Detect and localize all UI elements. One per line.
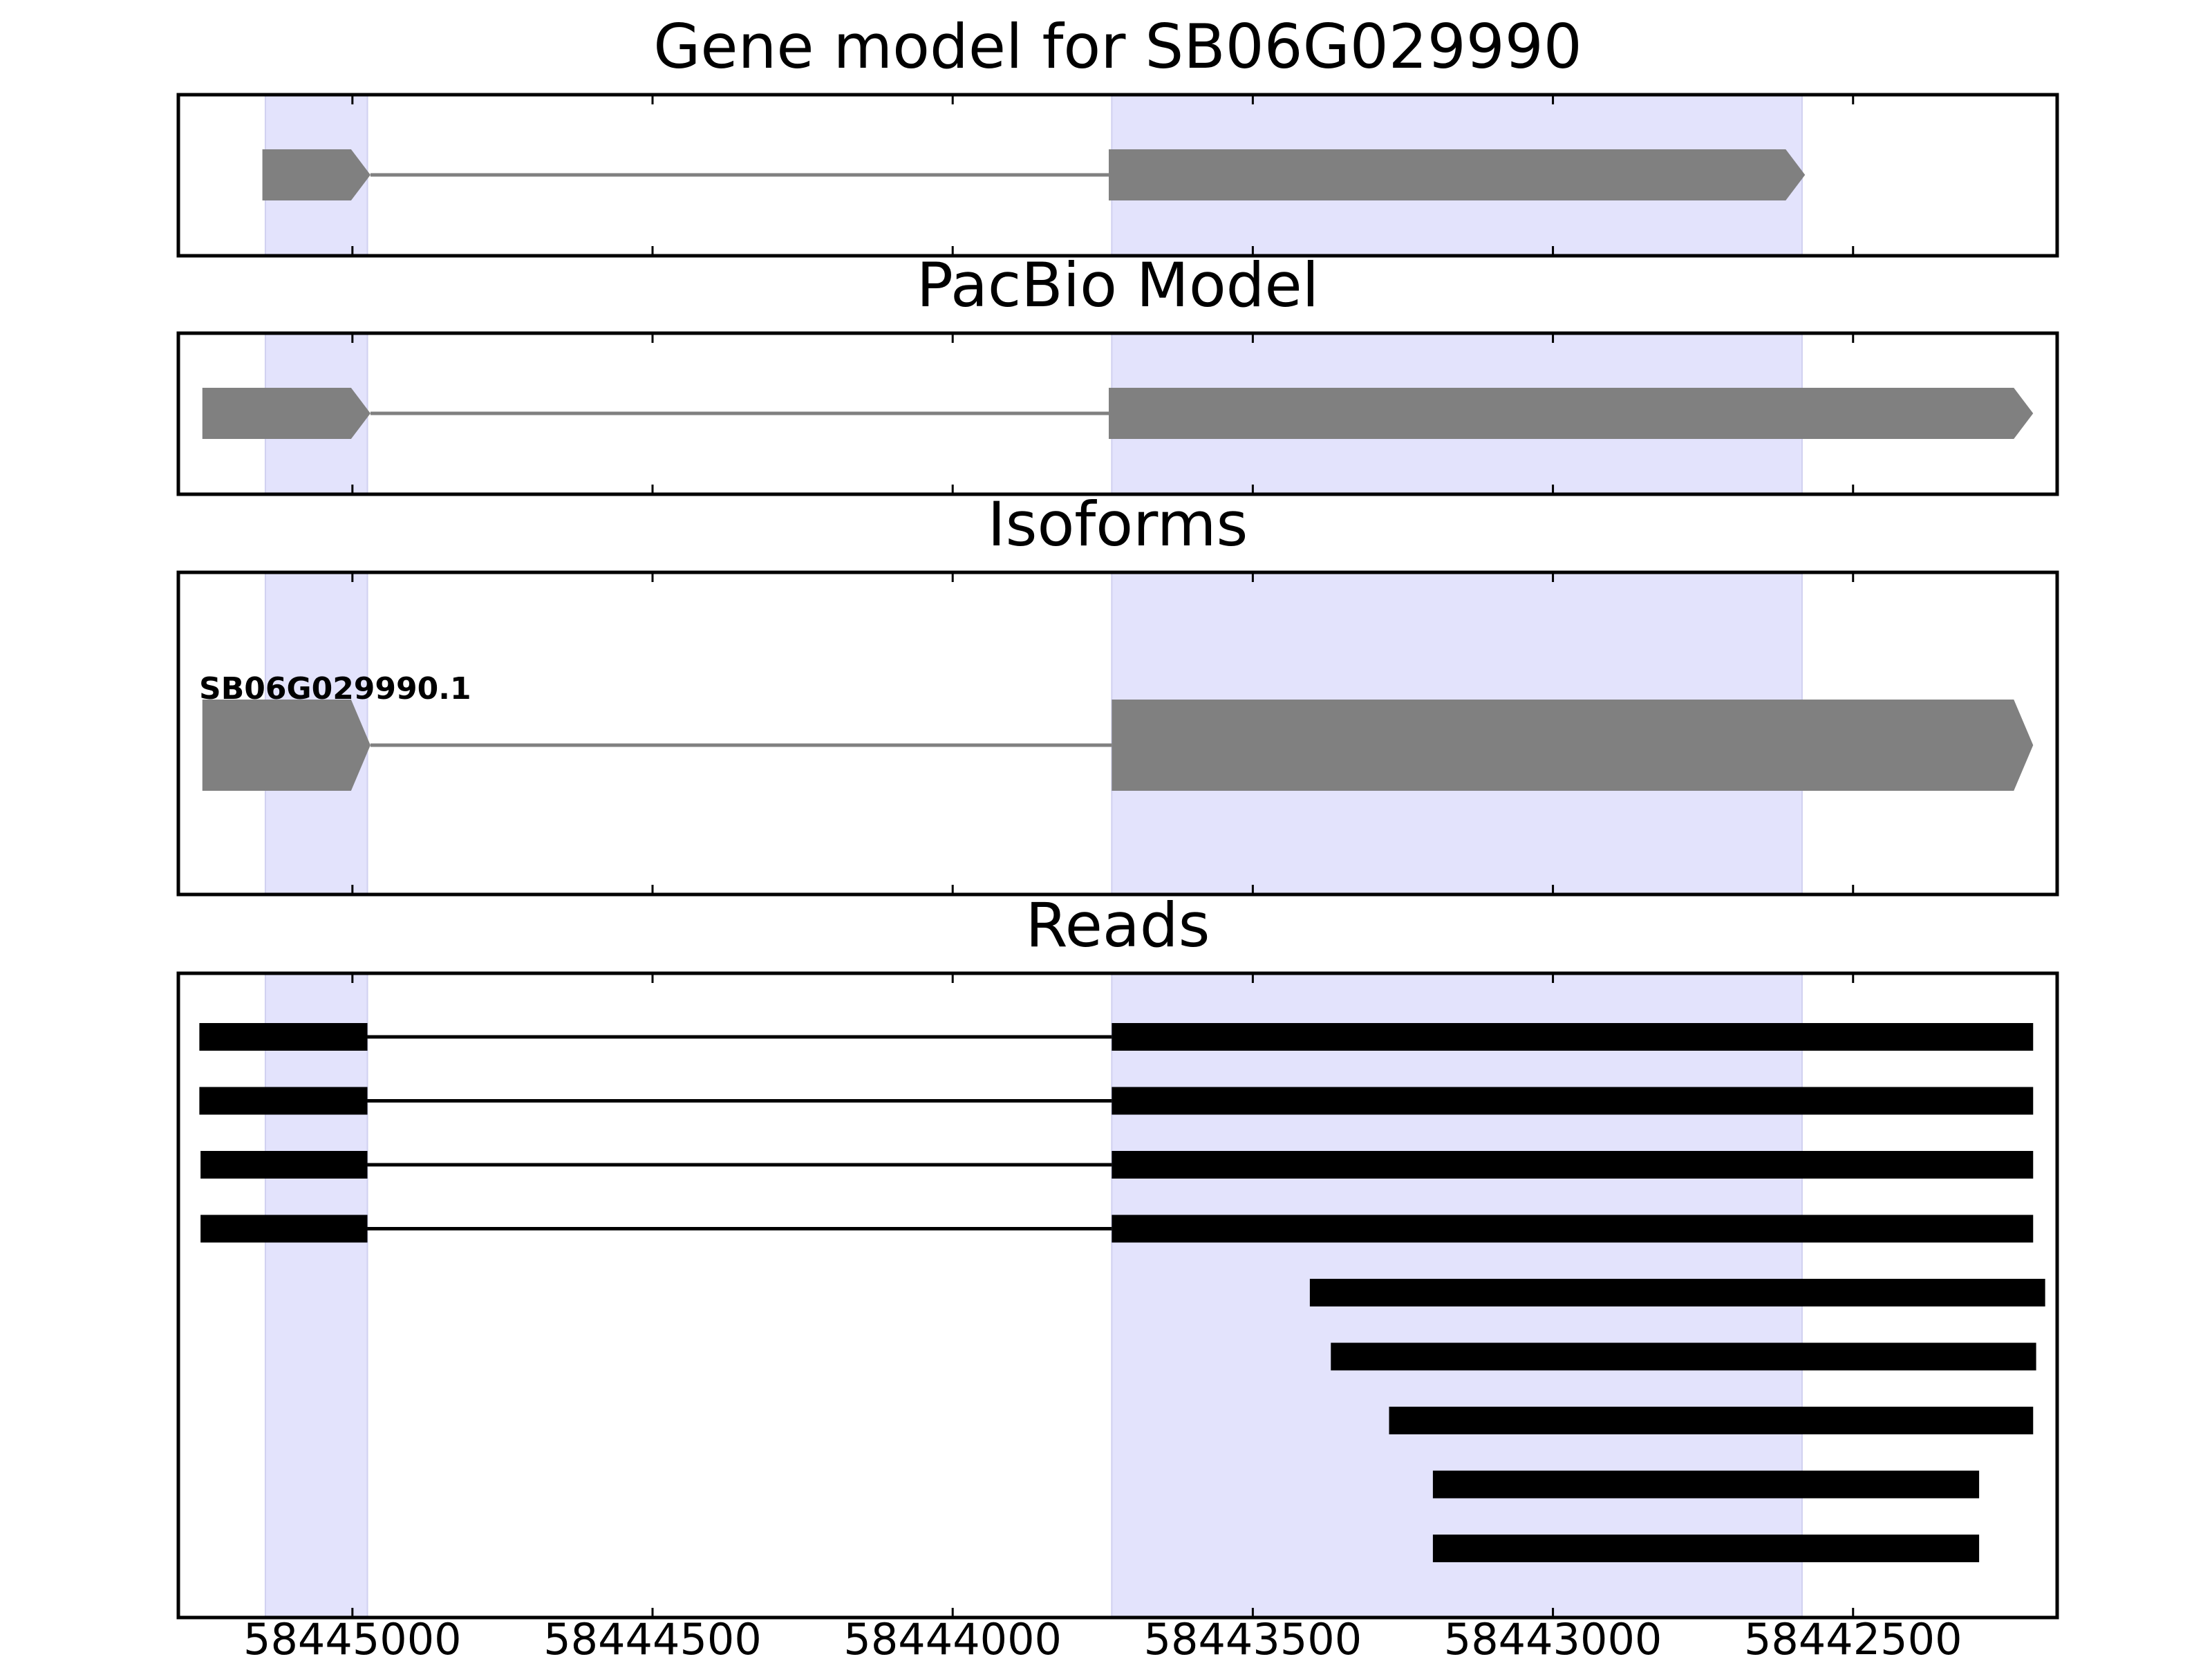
- read-block-1: [1389, 1407, 2034, 1434]
- exon-block-2: [1108, 149, 1806, 200]
- read-block-1: [199, 1023, 368, 1051]
- read-4: [200, 1215, 2034, 1243]
- exon-block-1: [202, 700, 371, 791]
- read-2: [199, 1087, 2034, 1115]
- exon-block-2: [1112, 700, 2034, 791]
- read-block-1: [1432, 1535, 1980, 1562]
- panel-frame: [176, 331, 2059, 496]
- read-block-1: [200, 1151, 368, 1179]
- read-block-1: [199, 1087, 368, 1115]
- panel-frame: [176, 971, 2059, 1620]
- read-7: [1389, 1407, 2034, 1434]
- panel-title: Isoforms: [988, 489, 1248, 560]
- x-tick-label: 58444000: [843, 1614, 1062, 1659]
- read-6: [1331, 1342, 2036, 1371]
- read-block-1: [1331, 1342, 2036, 1371]
- x-tick-label: 58445000: [243, 1614, 462, 1659]
- read-block-2: [1112, 1087, 2034, 1115]
- read-block-1: [1309, 1279, 2045, 1306]
- read-8: [1432, 1470, 1980, 1499]
- isoform-label: SB06G029990.1: [199, 671, 471, 706]
- read-block-1: [200, 1215, 368, 1243]
- x-tick-label: 58444500: [543, 1614, 762, 1659]
- panel-title: Reads: [1026, 890, 1210, 961]
- x-tick-label: 58443000: [1444, 1614, 1662, 1659]
- panel-3: Isoforms SB06G029990.1: [176, 489, 2059, 897]
- panel-frame: [176, 570, 2059, 897]
- read-1: [199, 1023, 2034, 1051]
- panel-frame: [176, 93, 2059, 258]
- panel-2: PacBio Model: [176, 250, 2059, 496]
- panel-title: PacBio Model: [917, 250, 1319, 321]
- x-tick-label: 58442500: [1744, 1614, 1962, 1659]
- panel-title: Gene model for SB06G029990: [653, 11, 1582, 82]
- read-5: [1309, 1279, 2045, 1306]
- read-block-2: [1112, 1023, 2034, 1051]
- panel-1: Gene model for SB06G029990: [176, 11, 2059, 258]
- exon-block-1: [202, 388, 371, 439]
- exon-block-2: [1108, 388, 2034, 439]
- read-3: [200, 1151, 2034, 1179]
- x-tick-label: 58443500: [1144, 1614, 1362, 1659]
- exon-block-1: [262, 149, 371, 200]
- panel-4: Reads: [176, 890, 2059, 1620]
- read-block-1: [1432, 1470, 1980, 1499]
- read-block-2: [1112, 1215, 2034, 1243]
- read-9: [1432, 1535, 1980, 1562]
- highlight-region-1: [264, 973, 368, 1618]
- read-block-2: [1112, 1151, 2034, 1179]
